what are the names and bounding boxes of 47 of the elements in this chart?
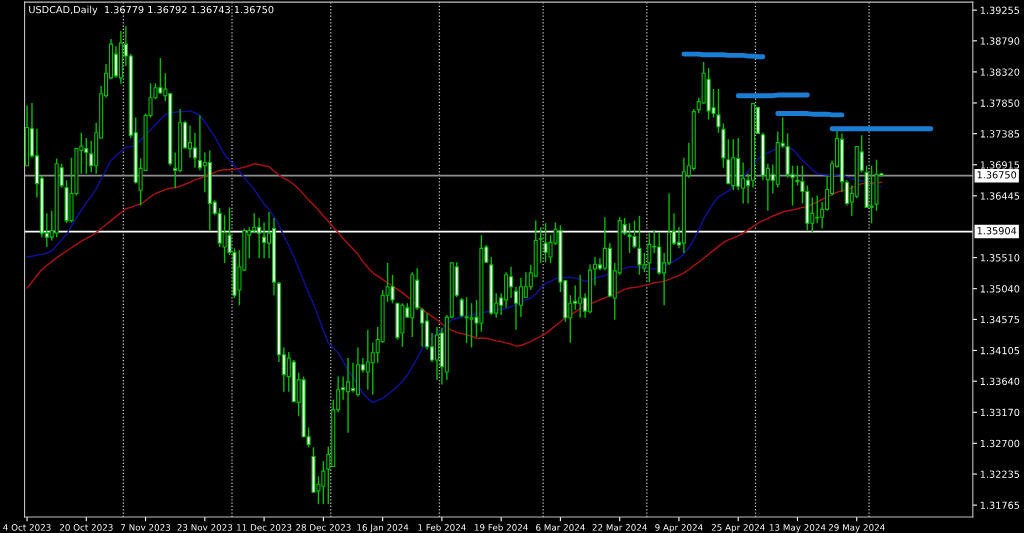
candlestick [726,138,731,185]
y-tick-label: 1.32700 [980,439,1020,448]
y-tick-label: 1.34105 [980,346,1020,355]
y-tick-label: 1.39255 [980,6,1020,14]
x-tick-label: 13 May 2024 [769,524,826,533]
ref-line-label: 1.36750 [977,171,1017,179]
line-series [26,163,883,347]
y-tick-label: 1.34575 [980,315,1020,324]
candlestick [459,297,464,318]
y-tick-label: 1.31765 [980,501,1020,509]
y-tick-label: 1.33170 [980,408,1020,417]
x-tick-label: 9 Apr 2024 [655,524,703,533]
y-tick-label: 1.36915 [980,161,1020,169]
x-tick-label: 1 Feb 2024 [418,523,466,531]
x-tick-label: 22 Mar 2024 [592,524,647,531]
y-tick-label: 1.35510 [980,254,1020,262]
ref-line-label: 1.35904 [977,227,1017,235]
x-tick-label: 20 Oct 2023 [59,524,113,531]
candlestick [350,362,356,394]
y-tick-label: 1.32235 [980,470,1020,478]
candlestick [716,88,721,134]
y-tick-label: 1.37850 [980,99,1020,107]
x-tick-label: 16 Jan 2024 [357,524,409,533]
y-tick-label: 1.38320 [980,68,1020,76]
x-tick-label: 25 Apr 2024 [711,524,765,533]
candlestick [647,232,652,283]
y-tick-label: 1.36445 [980,192,1020,200]
candlestick [513,286,519,331]
candlestick [538,226,543,264]
candlestick [592,256,598,287]
x-tick-label: 19 Feb 2024 [474,523,528,531]
chart-title: USDCAD,Daily 1.36779 1.36792 1.36743 1.36750 [29,5,274,16]
candlestick [508,266,514,299]
candlestick [192,132,197,169]
y-tick-label: 1.35040 [980,285,1020,293]
x-tick-label: 28 Dec 2023 [296,524,351,531]
candlestick [420,307,425,348]
candlestick [187,124,193,159]
x-tick-label: 11 Dec 2023 [237,524,292,531]
y-tick-label: 1.38790 [980,37,1020,45]
x-tick-label: 4 Oct 2023 [3,524,51,531]
x-tick-label: 23 Nov 2023 [177,524,233,531]
x-tick-label: 6 Mar 2024 [536,524,585,531]
x-tick-label: 7 Nov 2023 [121,524,171,531]
x-tick-label: 29 May 2024 [828,524,885,533]
y-tick-label: 1.37385 [980,130,1020,138]
y-tick-label: 1.33640 [980,377,1020,386]
